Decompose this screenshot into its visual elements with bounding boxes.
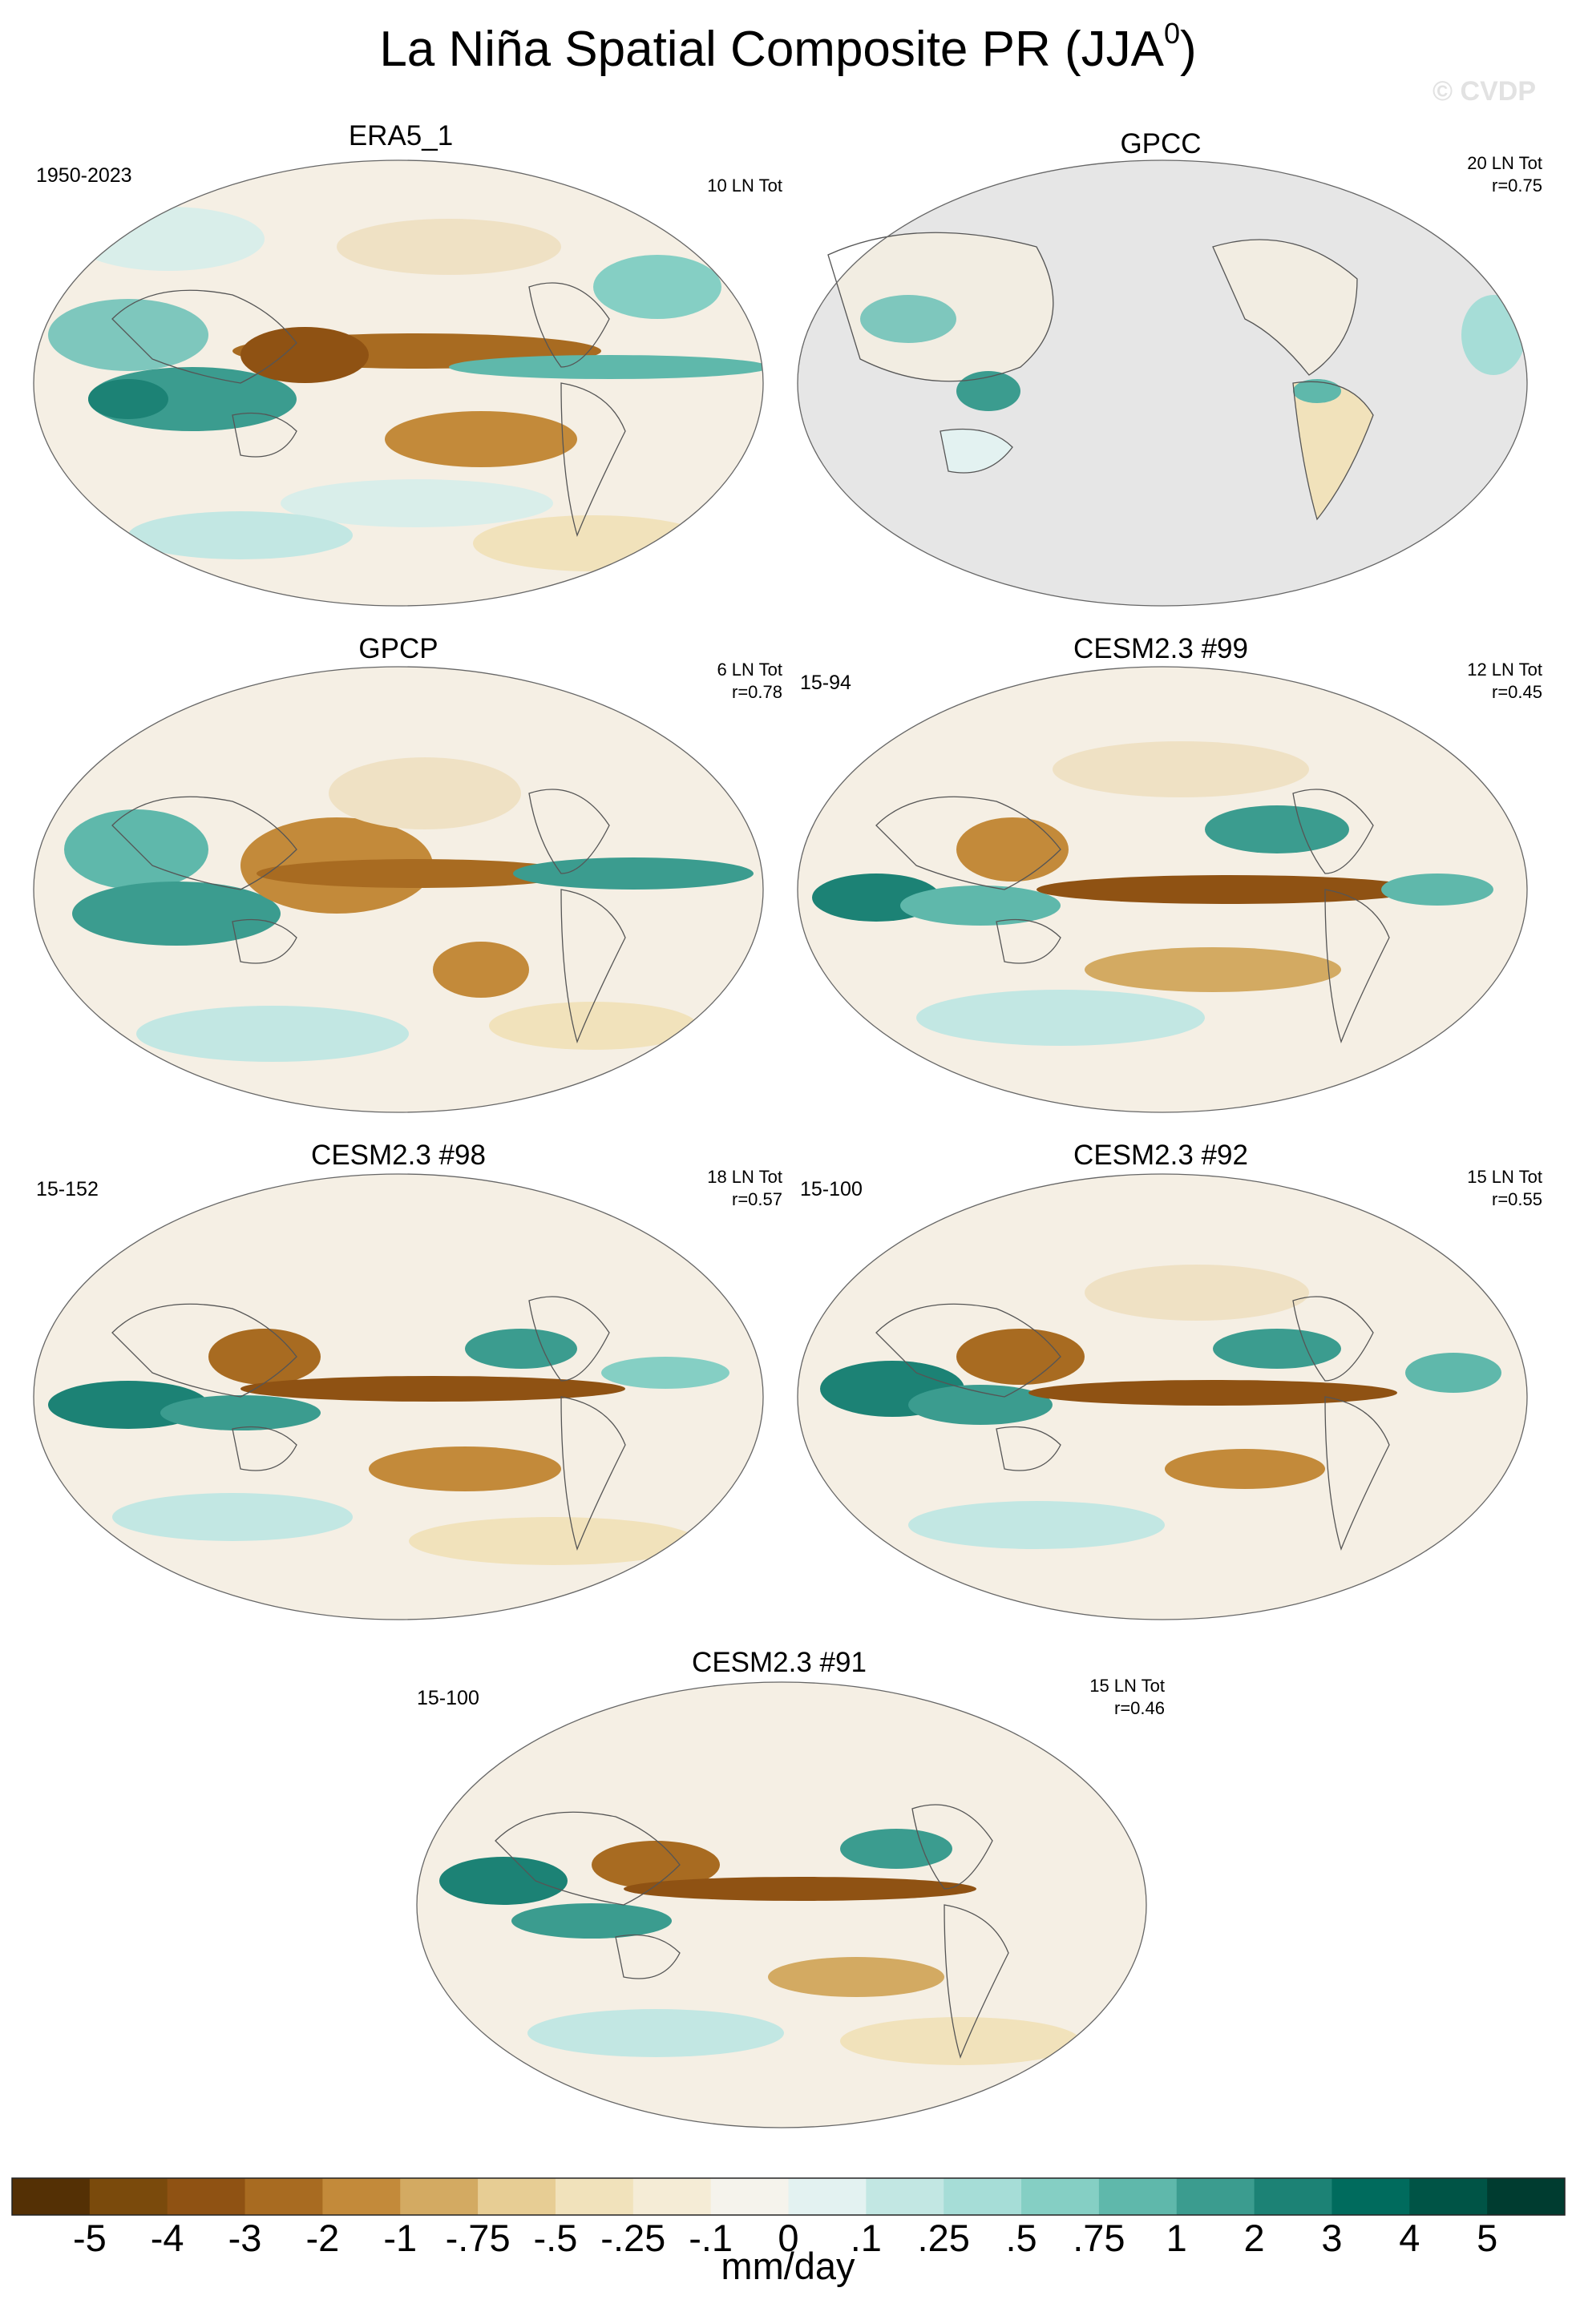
watermark: © CVDP (1433, 76, 1536, 107)
panel-period: 15-100 (800, 1178, 863, 1200)
colorbar-bin (788, 2178, 867, 2215)
colorbar-bin (555, 2178, 634, 2215)
colorbar-bin (12, 2178, 91, 2215)
colorbar-units: mm/day (721, 2245, 855, 2287)
panel-title: ERA5_1 (348, 120, 454, 151)
colorbar-tick-label: -5 (72, 2217, 107, 2259)
colorbar-bin (478, 2178, 556, 2215)
panel-count: 12 LN Tot r=0.45 (1467, 660, 1542, 703)
colorbar-tick-label: 1 (1166, 2217, 1187, 2259)
panel-count: 10 LN Tot (707, 176, 782, 196)
colorbar-bin (1409, 2178, 1488, 2215)
colorbar-tick-label: -2 (305, 2217, 340, 2259)
colorbar-bin (632, 2178, 712, 2215)
panel-period: 1950-2023 (36, 164, 132, 187)
panel-count: 6 LN Tot r=0.78 (717, 660, 782, 703)
colorbar-tick-label: -3 (228, 2217, 262, 2259)
panel-period: 15-100 (417, 1687, 479, 1709)
colorbar-tick-label: -.25 (600, 2217, 666, 2259)
panel-title: CESM2.3 #91 (692, 1647, 867, 1678)
map-cesm91 (416, 1681, 1147, 2128)
colorbar-tick-label: 3 (1321, 2217, 1343, 2259)
map-gpcp (33, 666, 764, 1113)
panel-count: 15 LN Tot r=0.55 (1467, 1167, 1542, 1210)
colorbar-bin (866, 2178, 944, 2215)
panel-title: GPCC (1120, 128, 1202, 159)
colorbar-tick-label: 2 (1243, 2217, 1265, 2259)
panel-period: 15-152 (36, 1178, 99, 1200)
colorbar-bin (944, 2178, 1022, 2215)
colorbar-tick-label: 4 (1399, 2217, 1420, 2259)
colorbar-bin (710, 2178, 789, 2215)
colorbar-bin (244, 2178, 323, 2215)
colorbar-tick-label: -.5 (533, 2217, 578, 2259)
map-cesm92 (797, 1173, 1528, 1620)
colorbar-tick-label: 0 (778, 2217, 799, 2259)
colorbar-tick-label: .1 (850, 2217, 882, 2259)
panel-count: 15 LN Tot r=0.46 (1089, 1676, 1165, 1719)
colorbar-bin (1254, 2178, 1332, 2215)
colorbar-tick-label: -.75 (445, 2217, 511, 2259)
colorbar-tick-label: -1 (383, 2217, 418, 2259)
colorbar-tick-label: -4 (150, 2217, 184, 2259)
colorbar-bin (1098, 2178, 1178, 2215)
colorbar-frame (11, 2177, 1566, 2216)
colorbar-bin (167, 2178, 246, 2215)
panel-count: 18 LN Tot r=0.57 (707, 1167, 782, 1210)
colorbar-bin (89, 2178, 168, 2215)
colorbar-bin (1487, 2178, 1566, 2215)
map-gpcc (797, 159, 1528, 607)
colorbar-bin (1176, 2178, 1255, 2215)
figure-title: La Niña Spatial Composite PR (JJA0) (379, 17, 1197, 77)
panel-count: 20 LN Tot r=0.75 (1467, 153, 1542, 196)
map-cesm98 (33, 1173, 764, 1620)
colorbar-tick-label: -.1 (689, 2217, 733, 2259)
map-cesm99 (797, 666, 1528, 1113)
panel-period: 15-94 (800, 672, 851, 694)
panel-title: CESM2.3 #99 (1073, 633, 1248, 664)
colorbar-tick-label: .75 (1073, 2217, 1125, 2259)
panel-title: CESM2.3 #98 (311, 1140, 486, 1171)
colorbar-tick-label: 5 (1477, 2217, 1498, 2259)
map-era5 (33, 159, 764, 607)
colorbar-tick-label: .5 (1005, 2217, 1037, 2259)
colorbar-bin (1021, 2178, 1100, 2215)
colorbar-bin (322, 2178, 401, 2215)
colorbar-bin (1332, 2178, 1410, 2215)
panel-title: GPCP (358, 633, 438, 664)
colorbar-tick-label: .25 (917, 2217, 970, 2259)
colorbar-bin (400, 2178, 479, 2215)
panel-title: CESM2.3 #92 (1073, 1140, 1248, 1171)
